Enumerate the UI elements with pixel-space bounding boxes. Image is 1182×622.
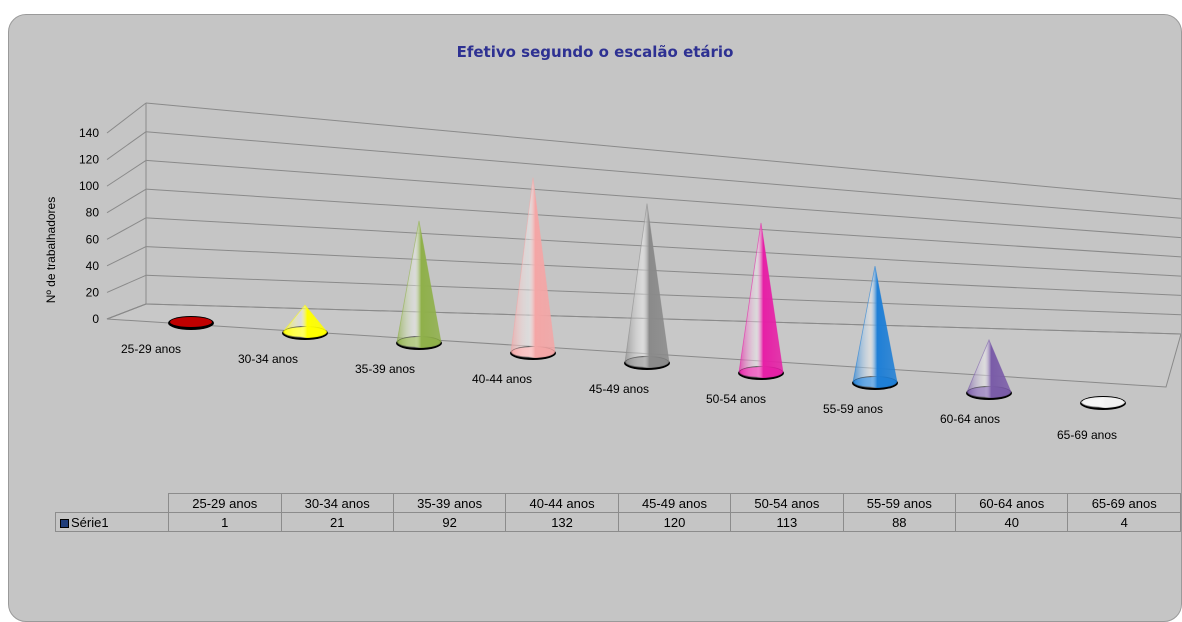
gridline-side [106,102,147,134]
table-value-cell: 92 [392,512,507,532]
table-corner [55,493,170,513]
table-value-cell: 132 [505,512,619,532]
data-table: 25-29 anos 30-34 anos 35-39 anos 40-44 anos… [54,493,1181,532]
gridline-side [106,246,147,267]
gridline [145,188,1181,258]
y-tick-label: 0 [92,312,99,326]
y-tick-label: 60 [86,232,100,246]
table-category-cell: 45-49 anos [617,493,732,513]
table-value-cell: 113 [730,512,844,532]
chart-title: Efetivo segundo o escalão etário [456,43,734,61]
table-category-cell: 50-54 anos [730,493,844,513]
series-name: Série1 [71,514,109,530]
gridline [145,159,1181,239]
plot-area: 0 20 40 60 80 100 120 140 25-29 anos 30-34 anos 3… [44,102,1181,442]
x-tick-label: 55-59 anos [823,402,883,416]
table-series-cell: Série1 [54,512,170,532]
table-header-row: 25-29 anos 30-34 anos 35-39 anos 40-44 anos… [55,493,1181,513]
y-tick-label: 140 [79,126,99,140]
cone-30-34-anos [282,304,328,340]
x-tick-label: 50-54 anos [706,392,766,406]
cone-outline [396,220,442,343]
table-category-cell: 35-39 anos [392,493,507,513]
back-wall [146,103,1181,334]
x-tick-label: 30-34 anos [238,352,298,366]
cone-40-44-anos [510,177,556,360]
gridline-side [106,160,147,187]
table-category-cell: 65-69 anos [1067,493,1181,513]
cone-outline [738,222,784,373]
gridline [145,131,1181,219]
y-tick-label: 40 [86,259,100,273]
gridline [145,217,1181,277]
y-tick-label: 100 [79,179,99,193]
gridline [145,102,1181,200]
table-value-cell: 40 [955,512,1069,532]
cone-body [1081,397,1125,408]
table-row: Série1 1 21 92 132 120 113 88 40 4 [54,512,1181,532]
cone-60-64-anos [966,338,1012,400]
chart-area: Efetivo segundo o escalão etário 0 20 40 60… [8,14,1182,622]
cone-body [625,203,669,368]
x-tick-label: 65-69 anos [1057,428,1117,442]
cone-outline [282,304,328,333]
x-tick-label: 45-49 anos [589,382,649,396]
gridline-side [106,303,147,320]
x-tick-label: 60-64 anos [940,412,1000,426]
y-tick-label: 80 [86,206,100,220]
x-tick-label: 25-29 anos [121,342,181,356]
table-category-cell: 30-34 anos [280,493,394,513]
cone-outline [624,203,670,363]
table-category-cell: 60-64 anos [955,493,1069,513]
cone-45-49-anos [624,203,670,370]
cone-outline [852,266,898,383]
table-category-cell: 40-44 anos [505,493,619,513]
y-axis-label: Nº de trabalhadores [44,197,58,303]
gridline-side [106,217,147,240]
cone-body [739,222,783,378]
cone-50-54-anos [738,222,784,380]
gridline-side [106,131,147,160]
cone-body [397,220,441,348]
legend-key [60,518,69,528]
gridline [145,274,1181,316]
cone-65-69-anos [1080,396,1126,410]
x-tick-label: 40-44 anos [472,372,532,386]
x-tick-label: 35-39 anos [355,362,415,376]
cone-body [853,266,897,388]
cone-35-39-anos [396,220,442,350]
table-category-cell: 55-59 anos [842,493,957,513]
y-tick-label: 20 [86,285,100,299]
table-value-cell: 4 [1067,512,1181,532]
cone-outline [966,338,1012,393]
cone-outline [1080,397,1126,403]
table-value-cell: 120 [617,512,732,532]
cone-body [283,305,327,338]
gridline [145,303,1181,335]
gridline [145,246,1181,296]
cone-55-59-anos [852,266,898,390]
cone-25-29-anos [168,316,214,330]
table-category-cell: 25-29 anos [168,493,282,513]
cone-outline [510,177,556,353]
y-tick-label: 120 [79,153,99,167]
table-value-cell: 88 [842,512,957,532]
table-value-cell: 1 [168,512,282,532]
gridline-side [106,274,147,293]
gridline-side [106,188,147,214]
cone-body [967,339,1011,398]
table-value-cell: 21 [280,512,394,532]
cone-base-fill [170,317,212,327]
cone-body [511,177,555,358]
